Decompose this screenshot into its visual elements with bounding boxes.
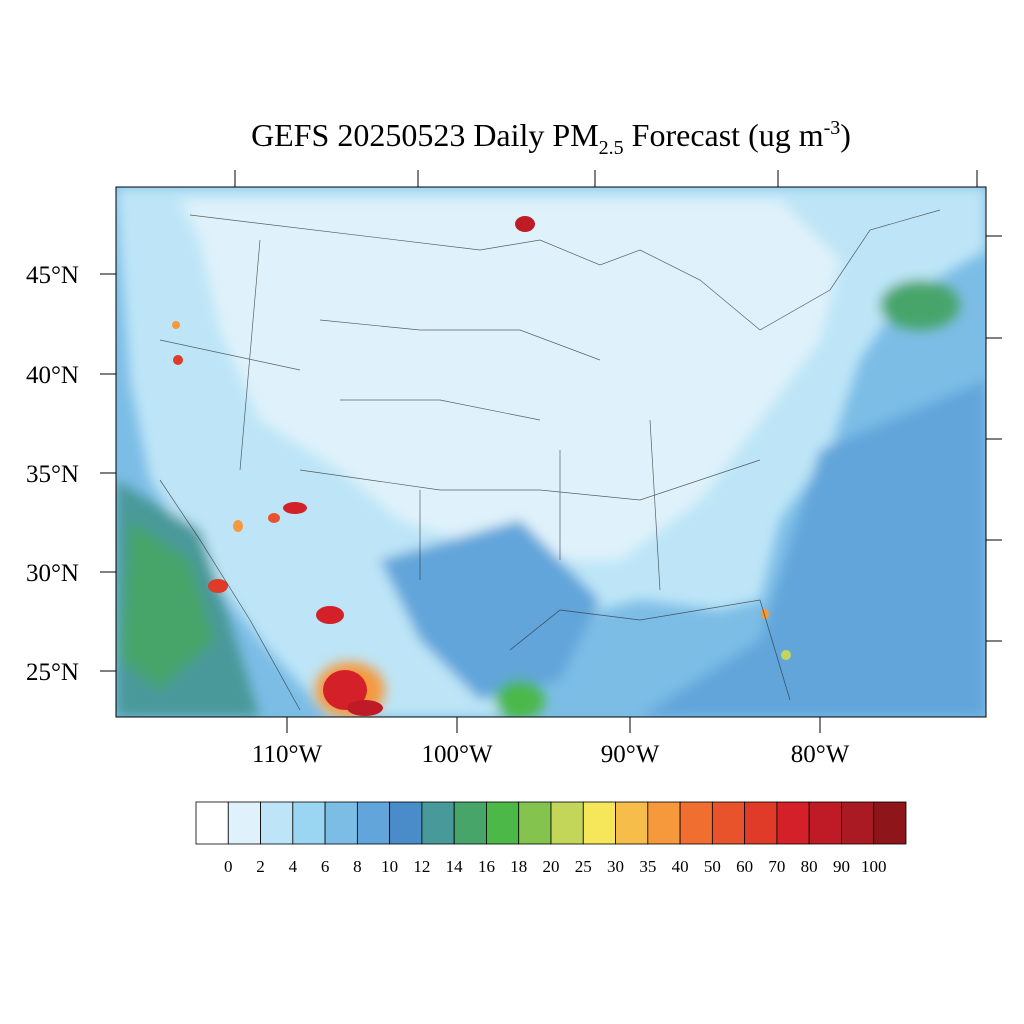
lat-label: 40°N: [26, 362, 79, 389]
colorbar-label: 90: [833, 857, 850, 876]
lon-label: 80°W: [791, 741, 850, 768]
colorbar-box: [324, 801, 358, 845]
lat-label: 45°N: [26, 262, 79, 289]
annotations: GEFS 20250523 Daily PM2.5 Forecast (ug m…: [26, 117, 907, 876]
colorbar-box: [292, 801, 326, 845]
colorbar-box: [227, 801, 261, 845]
chart-title: GEFS 20250523 Daily PM2.5 Forecast (ug m…: [251, 117, 851, 159]
colorbar-label: 0: [224, 857, 233, 876]
hotspots: [172, 216, 791, 717]
title-close: ): [840, 117, 851, 153]
colorbar-label: 40: [672, 857, 689, 876]
colorbar-label: 14: [446, 857, 464, 876]
colorbar-box: [518, 801, 552, 845]
lon-label: 90°W: [601, 741, 660, 768]
colorbar-box: [453, 801, 487, 845]
lat-label: 25°N: [26, 659, 79, 686]
colorbar-label: 6: [321, 857, 330, 876]
lon-label: 100°W: [421, 741, 492, 768]
colorbar-label: 50: [704, 857, 721, 876]
colorbar-box: [647, 801, 681, 845]
colorbar-label: 2: [256, 857, 265, 876]
title-main: GEFS 20250523 Daily PM: [251, 117, 599, 153]
colorbar-label: 4: [289, 857, 298, 876]
colorbar-label: 80: [801, 857, 818, 876]
colorbar-label: 30: [607, 857, 624, 876]
title-superscript: -3: [824, 117, 841, 139]
lat-label: 30°N: [26, 560, 79, 587]
map-field: [116, 187, 986, 717]
colorbar-label: 18: [510, 857, 527, 876]
title-middle: Forecast (ug m: [624, 117, 824, 153]
colorbar-box: [744, 801, 778, 845]
colorbar-box: [873, 801, 907, 845]
colorbar-box: [808, 801, 842, 845]
colorbar-box: [486, 801, 520, 845]
colorbar-label: 100: [861, 857, 887, 876]
colorbar-box: [550, 801, 584, 845]
colorbar-label: 16: [478, 857, 495, 876]
map-frame: [115, 186, 987, 718]
colorbar-box: [260, 801, 294, 845]
colorbar-label: 10: [381, 857, 398, 876]
colorbar-label: 8: [353, 857, 362, 876]
colorbar-label: 20: [543, 857, 560, 876]
lon-label: 110°W: [252, 741, 323, 768]
colorbar-box: [776, 801, 810, 845]
colorbar-box: [582, 801, 616, 845]
colorbar-box: [711, 801, 746, 845]
colorbar-label: 35: [639, 857, 656, 876]
colorbar-label: 25: [575, 857, 592, 876]
colorbar-label: 12: [413, 857, 430, 876]
lat-label: 35°N: [26, 461, 79, 488]
colorbar-box: [841, 801, 875, 845]
title-subscript: 2.5: [599, 137, 624, 159]
colorbar-box: [421, 801, 455, 845]
colorbar-label: 60: [736, 857, 753, 876]
colorbar-label: 70: [768, 857, 785, 876]
colorbar-box: [356, 801, 391, 845]
colorbar-box: [389, 801, 423, 845]
colorbar-box: [679, 801, 713, 845]
colorbar-box: [615, 801, 649, 845]
colorbar-box: [195, 801, 229, 845]
frame-ticks: [234, 170, 1002, 642]
